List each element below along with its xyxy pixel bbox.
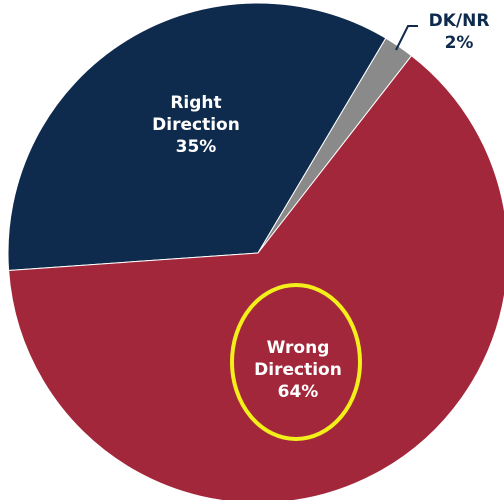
chart: Right Direction35% DK/NR2% Wrong Direction… xyxy=(0,0,504,500)
value-label: 35% xyxy=(141,136,251,158)
pie-chart xyxy=(0,0,504,500)
value-label: 64% xyxy=(243,381,353,403)
category-label: DK/NR xyxy=(414,10,504,32)
category-label: Wrong Direction xyxy=(243,337,353,381)
value-label: 2% xyxy=(414,32,504,54)
category-label: Right Direction xyxy=(141,92,251,136)
